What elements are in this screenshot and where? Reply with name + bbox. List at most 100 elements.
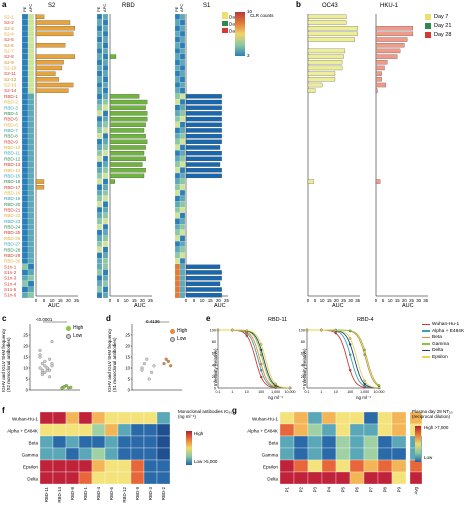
heat-col-label: RBD-8 (70, 486, 75, 500)
heat-cell (143, 447, 158, 461)
legend-e: Wuhan-Hu-1 Alpha + E484K Beta Gamma Delta Eps… (422, 322, 464, 361)
heat-cell (102, 82, 109, 88)
heat-cell (27, 201, 35, 208)
heat-cell (21, 116, 29, 122)
heat-cell (21, 280, 29, 287)
panel-e-ylabel-2: Infectivity (relative) (302, 348, 307, 386)
heat-cell (27, 138, 35, 145)
heat-cell (96, 241, 103, 247)
heat-cell (21, 110, 29, 117)
heat-cell (39, 423, 54, 437)
tick-a: 25 (224, 298, 229, 303)
heat-cell (117, 435, 132, 449)
heat-cell (27, 121, 35, 128)
heat-cell (21, 224, 29, 230)
heat-cell (349, 411, 365, 425)
heat-cell (363, 471, 379, 485)
heat-cell (174, 190, 181, 196)
heat-cell (174, 138, 181, 145)
heat-cell (52, 447, 67, 461)
heat-cell (174, 235, 181, 242)
heat-cell (102, 292, 109, 299)
heat-cell (349, 447, 365, 461)
heat-cell (321, 435, 337, 449)
legend-d: High Low (170, 328, 187, 342)
col-header: APC (102, 4, 107, 12)
panel-f-colorbar (186, 431, 192, 465)
col-header: APC (179, 4, 184, 12)
heat-cell (96, 110, 103, 117)
heat-col-label: P8 (383, 486, 388, 492)
point-high (69, 385, 73, 389)
heat-cell (279, 411, 295, 425)
heat-cell (179, 87, 186, 94)
heat-cell (143, 423, 158, 437)
panel-g-figure: Wuhan-Hu-1 Alpha + E484K Beta Gamma Epsilon D… (247, 411, 423, 495)
curve-e (218, 329, 290, 389)
heat-cell (179, 269, 186, 276)
row-label-RBD-22: RBD-22 (4, 213, 21, 218)
heat-cell (174, 121, 181, 128)
bar-b (375, 60, 388, 65)
heat-cell (96, 87, 103, 94)
panel-e-ylabel: Infectivity (relative) (213, 348, 218, 386)
heat-cell (174, 229, 181, 236)
heat-cell (21, 87, 29, 94)
heat-cell (179, 201, 186, 208)
heat-cell (174, 87, 181, 94)
heat-cell (21, 201, 29, 208)
point-low (43, 359, 47, 363)
row-label-RBD-6: RBD-6 (4, 122, 18, 127)
heat-cell (293, 447, 309, 461)
heat-cell (27, 184, 35, 191)
heat-cell (27, 155, 35, 162)
tick-b: 10 (320, 298, 325, 303)
heat-cell (39, 471, 54, 485)
point-e (260, 375, 263, 379)
row-label-RBD-14: RBD-14 (4, 168, 21, 173)
heat-cell (363, 447, 379, 461)
tick-e-y: 20 (212, 375, 216, 379)
heat-cell (130, 459, 145, 473)
heat-cell (102, 42, 109, 49)
panel-e-title-rbd4: RBD-4 (357, 317, 374, 323)
panel-c-ylabel: IGHV and IGLV SHM frequency (S2 monoclon… (1, 328, 11, 392)
bar-b (375, 54, 398, 59)
heat-cell (174, 212, 181, 219)
heat-cell (27, 190, 35, 196)
heat-cell (179, 53, 186, 60)
tick-e-y: 80 (301, 340, 305, 344)
panel-b-title-hku1: HKU-1 (380, 3, 399, 9)
heat-cell (21, 48, 29, 54)
heat-cell (96, 292, 103, 299)
heat-cell (96, 76, 103, 83)
curve-e (218, 329, 291, 389)
heat-row-label: Beta (269, 440, 279, 445)
heat-cell (174, 258, 181, 264)
bar-a (109, 54, 117, 59)
heat-cell (335, 459, 351, 473)
heat-cell (179, 224, 186, 230)
heat-cell (102, 224, 109, 230)
heat-cell (65, 423, 80, 437)
heat-cell (21, 275, 29, 282)
heat-row-label: Delta (267, 476, 278, 481)
bar-a (109, 162, 143, 167)
heat-cell (179, 65, 186, 71)
tick-b: 20 (334, 298, 339, 303)
row-label-S1n-2: S1n-2 (4, 270, 17, 275)
heat-cell (293, 411, 309, 425)
heat-cell (27, 70, 35, 77)
row-label-S1n-3: S1n-3 (4, 276, 17, 281)
tick-b: 15 (327, 298, 332, 303)
heat-cell (21, 229, 29, 236)
bar-a (185, 94, 222, 99)
heat-cell (96, 127, 103, 134)
bar-a (35, 60, 64, 65)
heat-cell (52, 435, 67, 449)
heat-cell (174, 155, 181, 162)
heat-cell (349, 435, 365, 449)
heat-cell (27, 229, 35, 236)
panel-e-xlabel-1: ng ml⁻¹ (268, 395, 283, 400)
heat-cell (21, 13, 29, 20)
